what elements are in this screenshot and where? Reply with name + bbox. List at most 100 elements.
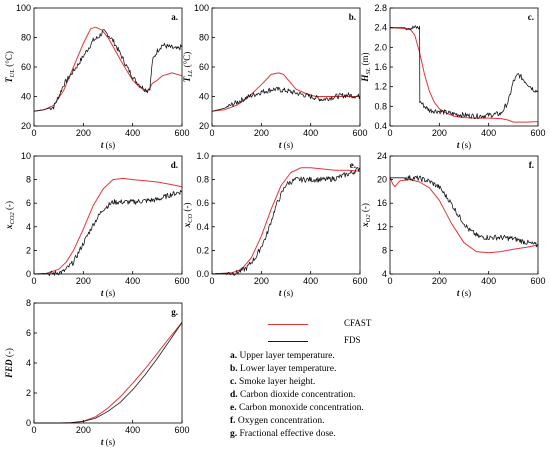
- x-tick-label: 400: [481, 276, 496, 286]
- y-tick-label: 6: [26, 198, 31, 208]
- chart-panel: 0 200 400 600 20 40 60 80 100 t (s) TLL (°C) b.: [182, 3, 368, 150]
- series-line-cfast: [389, 27, 539, 123]
- note-item: f. Oxygen concentration.: [230, 416, 530, 429]
- y-tick-label: 40: [21, 92, 31, 102]
- plot-frame: [33, 302, 183, 424]
- chart-panel: 0 200 400 600 4 8 12 16 20 24 t (s) xO2 (-) f.: [360, 151, 546, 298]
- legend: CFAST FDS: [268, 318, 378, 358]
- x-tick-label: 200: [432, 128, 447, 138]
- panel-label: f.: [529, 160, 534, 170]
- legend-swatch-fds: [268, 341, 308, 342]
- note-key: b.: [230, 364, 238, 374]
- plot-frame: [33, 155, 183, 275]
- x-tick-label: 600: [530, 276, 545, 286]
- x-axis-label: t (s): [101, 288, 115, 298]
- x-tick-label: 0: [31, 425, 36, 435]
- x-tick-label: 200: [432, 276, 447, 286]
- note-key: a.: [230, 351, 238, 361]
- y-tick-label: 60: [21, 62, 31, 72]
- note-text: Carbon dioxide concentration.: [237, 390, 356, 400]
- x-tick-label: 600: [530, 128, 545, 138]
- x-tick-label: 600: [174, 128, 189, 138]
- y-tick-label: 1.2: [374, 82, 387, 92]
- y-tick-label: 20: [199, 121, 209, 131]
- x-tick-label: 400: [125, 425, 140, 435]
- y-tick-label: 0: [26, 418, 31, 428]
- y-tick-label: 80: [199, 33, 209, 43]
- x-axis-label: t (s): [101, 140, 115, 150]
- y-tick-label: 0.4: [374, 121, 387, 131]
- y-tick-label: 2.4: [374, 23, 387, 33]
- series-line-cfast: [33, 177, 183, 275]
- note-item: b. Lower layer temperature.: [230, 364, 530, 377]
- y-axis-label: TLL (°C): [182, 52, 194, 83]
- y-tick-label: 4: [26, 358, 31, 368]
- x-axis-label: t (s): [279, 140, 293, 150]
- y-tick-label: 6: [26, 328, 31, 338]
- y-tick-label: 20: [21, 121, 31, 131]
- y-tick-label: 100: [194, 3, 209, 13]
- plot-frame: [33, 7, 183, 127]
- note-text: Oxygen concentration.: [235, 416, 325, 426]
- x-tick-label: 400: [481, 128, 496, 138]
- x-tick-label: 200: [76, 425, 91, 435]
- note-key: f.: [230, 416, 236, 426]
- plot-frame: [211, 7, 361, 127]
- y-tick-label: 4: [382, 269, 387, 279]
- chart-panel: 0 200 400 600 0 2 4 6 8 t (s) FED (-) g.: [4, 298, 190, 447]
- x-tick-label: 0: [209, 276, 214, 286]
- panel-descriptions: a. Upper layer temperature. b. Lower laye…: [230, 351, 530, 442]
- x-tick-label: 0: [31, 128, 36, 138]
- x-tick-label: 0: [209, 128, 214, 138]
- x-tick-label: 400: [125, 276, 140, 286]
- series-line-cfast: [33, 26, 183, 112]
- plot-frame: [211, 155, 361, 275]
- x-axis-label: t (s): [101, 437, 115, 447]
- y-tick-label: 4: [26, 222, 31, 232]
- y-tick-label: 2: [26, 388, 31, 398]
- plot-frame: [389, 7, 539, 127]
- chart-panel: 0 200 400 600 0.4 0.8 1.2 1.6 2.0 2.4 2.8 t (s) HSL …: [360, 3, 546, 150]
- series-line-fds: [211, 86, 361, 112]
- note-item: d. Carbon dioxide concentration.: [230, 390, 530, 403]
- chart-panel: 0 200 400 600 0 2 4 6 8 10 t (s) xCO2 (-) d.: [4, 151, 190, 298]
- y-tick-label: 1.6: [374, 62, 387, 72]
- y-tick-label: 8: [26, 175, 31, 185]
- y-tick-label: 0.4: [196, 222, 209, 232]
- legend-entry-fds: FDS: [268, 335, 378, 349]
- panel-label: b.: [349, 12, 356, 22]
- x-tick-label: 600: [174, 425, 189, 435]
- series-line-fds: [33, 29, 183, 112]
- y-tick-label: 40: [199, 92, 209, 102]
- x-tick-label: 0: [387, 128, 392, 138]
- note-item: a. Upper layer temperature.: [230, 351, 530, 364]
- note-text: Carbon monoxide concentration.: [236, 403, 364, 413]
- y-axis-label: xCO2 (-): [4, 201, 16, 230]
- series-line-fds: [34, 190, 183, 277]
- note-item: c. Smoke layer height.: [230, 377, 530, 390]
- note-item: g. Fractional effective dose.: [230, 429, 530, 442]
- y-tick-label: 24: [377, 151, 387, 161]
- y-axis-label: HSL (m): [360, 52, 372, 82]
- series-line-cfast: [389, 176, 539, 254]
- x-tick-label: 200: [76, 128, 91, 138]
- y-tick-label: 0.0: [196, 269, 209, 279]
- series-line-cfast: [211, 167, 361, 275]
- y-tick-label: 2.0: [374, 42, 387, 52]
- y-tick-label: 16: [377, 198, 387, 208]
- y-tick-label: 0: [26, 269, 31, 279]
- note-text: Upper layer temperature.: [237, 351, 335, 361]
- note-text: Smoke layer height.: [236, 377, 316, 387]
- x-axis-label: t (s): [457, 140, 471, 150]
- panel-label: g.: [171, 307, 178, 317]
- x-tick-label: 200: [76, 276, 91, 286]
- legend-swatch-cfast: [268, 324, 308, 325]
- chart-panel: 0 200 400 600 0.0 0.2 0.4 0.6 0.8 1.0 t (s) xCO (-)…: [182, 151, 368, 298]
- note-text: Fractional effective dose.: [237, 429, 336, 439]
- y-axis-label: TUL (°C): [4, 51, 16, 83]
- panel-label: e.: [350, 160, 356, 170]
- y-tick-label: 0.8: [196, 175, 209, 185]
- panel-label: a.: [171, 12, 178, 22]
- x-tick-label: 0: [387, 276, 392, 286]
- series-line-fds: [390, 175, 539, 248]
